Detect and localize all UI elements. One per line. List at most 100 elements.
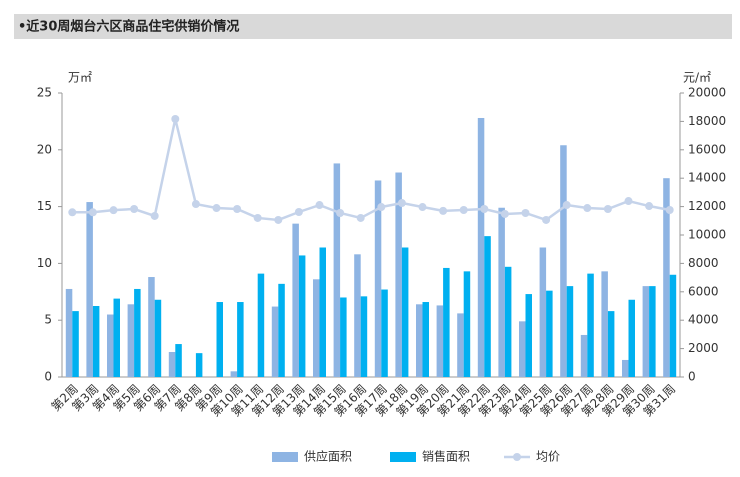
bar: [257, 273, 265, 377]
line-marker: [418, 203, 427, 212]
y2-tick-label: 4000: [688, 313, 719, 327]
legend-swatch: [513, 453, 521, 461]
bar: [340, 297, 347, 377]
bar: [504, 266, 512, 377]
bar: [319, 247, 326, 377]
line-marker: [315, 201, 324, 210]
line-marker: [294, 207, 303, 216]
line-marker: [274, 215, 283, 224]
y2-tick-label: 14000: [688, 171, 726, 185]
line-marker: [645, 202, 654, 211]
y2-tick-label: 2000: [688, 341, 719, 355]
bar: [580, 334, 588, 377]
line-marker: [665, 206, 674, 215]
bar: [443, 267, 450, 377]
line: [72, 118, 670, 222]
bar: [463, 271, 471, 377]
line-marker: [624, 197, 633, 206]
bar: [92, 306, 100, 377]
line-marker: [88, 208, 97, 217]
legend-label: 销售面积: [422, 449, 470, 464]
y-axis-label: 万㎡: [68, 71, 92, 85]
line-marker: [439, 206, 448, 215]
y2-tick-label: 6000: [688, 284, 719, 298]
line-marker: [500, 209, 509, 218]
line-marker: [191, 200, 200, 209]
bar: [195, 353, 203, 377]
bar: [230, 371, 238, 377]
y-tick-label: 10: [37, 256, 52, 270]
bar: [175, 344, 182, 377]
bar: [313, 279, 320, 377]
bar: [525, 294, 532, 377]
legend-label: 供应面积: [304, 449, 352, 464]
bar: [168, 352, 176, 377]
bar: [539, 247, 547, 377]
y2-tick-label: 0: [688, 370, 696, 384]
bar: [663, 178, 670, 377]
bar: [292, 223, 299, 377]
bar: [642, 286, 650, 377]
line-marker: [397, 199, 406, 208]
legend-swatch: [390, 452, 416, 462]
bar: [298, 255, 306, 377]
bar: [271, 306, 279, 377]
bar: [457, 313, 464, 377]
legend-swatch: [272, 452, 298, 462]
line-marker: [480, 205, 489, 214]
bar: [113, 298, 120, 377]
line-marker: [233, 205, 242, 214]
line-marker: [603, 205, 612, 214]
line-marker: [150, 211, 159, 220]
bar: [86, 202, 93, 377]
bar: [484, 236, 491, 377]
bar: [360, 296, 368, 377]
bar: [65, 288, 73, 377]
bar: [622, 359, 629, 377]
y-tick-label: 15: [37, 199, 52, 213]
y2-axis-label: 元/㎡: [683, 71, 711, 85]
bar: [333, 163, 341, 377]
bar: [477, 117, 485, 377]
legend-label: 均价: [536, 450, 560, 464]
line-marker: [109, 206, 118, 215]
bar: [237, 302, 244, 377]
bar: [436, 305, 444, 377]
y2-tick-label: 12000: [688, 199, 726, 213]
y2-tick-label: 10000: [688, 228, 726, 242]
line-marker: [542, 215, 551, 224]
bar: [649, 286, 656, 377]
bar: [278, 283, 285, 377]
bar: [566, 286, 574, 377]
line-marker: [377, 203, 386, 212]
bar: [498, 207, 505, 377]
bar: [587, 273, 594, 377]
title-bar: [14, 14, 732, 39]
bar: [669, 274, 677, 377]
line-marker: [356, 213, 365, 222]
bar: [148, 277, 155, 377]
line-marker: [336, 208, 345, 217]
line-marker: [459, 206, 468, 215]
bar: [416, 304, 423, 377]
y2-tick-label: 16000: [688, 142, 726, 156]
bar: [127, 304, 135, 377]
y-tick-label: 0: [44, 370, 52, 384]
bar: [519, 321, 526, 377]
bar: [607, 311, 615, 377]
bar: [546, 290, 553, 377]
y-tick-label: 5: [44, 313, 52, 327]
bar: [216, 302, 223, 377]
bar: [628, 299, 635, 377]
y2-tick-label: 18000: [688, 114, 726, 128]
bar: [354, 254, 361, 377]
line-marker: [68, 208, 77, 217]
bar: [560, 145, 567, 377]
y-tick-label: 20: [37, 142, 52, 156]
bar: [107, 314, 114, 377]
y-tick-label: 25: [37, 86, 52, 100]
y2-tick-label: 8000: [688, 256, 719, 270]
line-marker: [212, 204, 221, 213]
bar: [374, 180, 382, 377]
